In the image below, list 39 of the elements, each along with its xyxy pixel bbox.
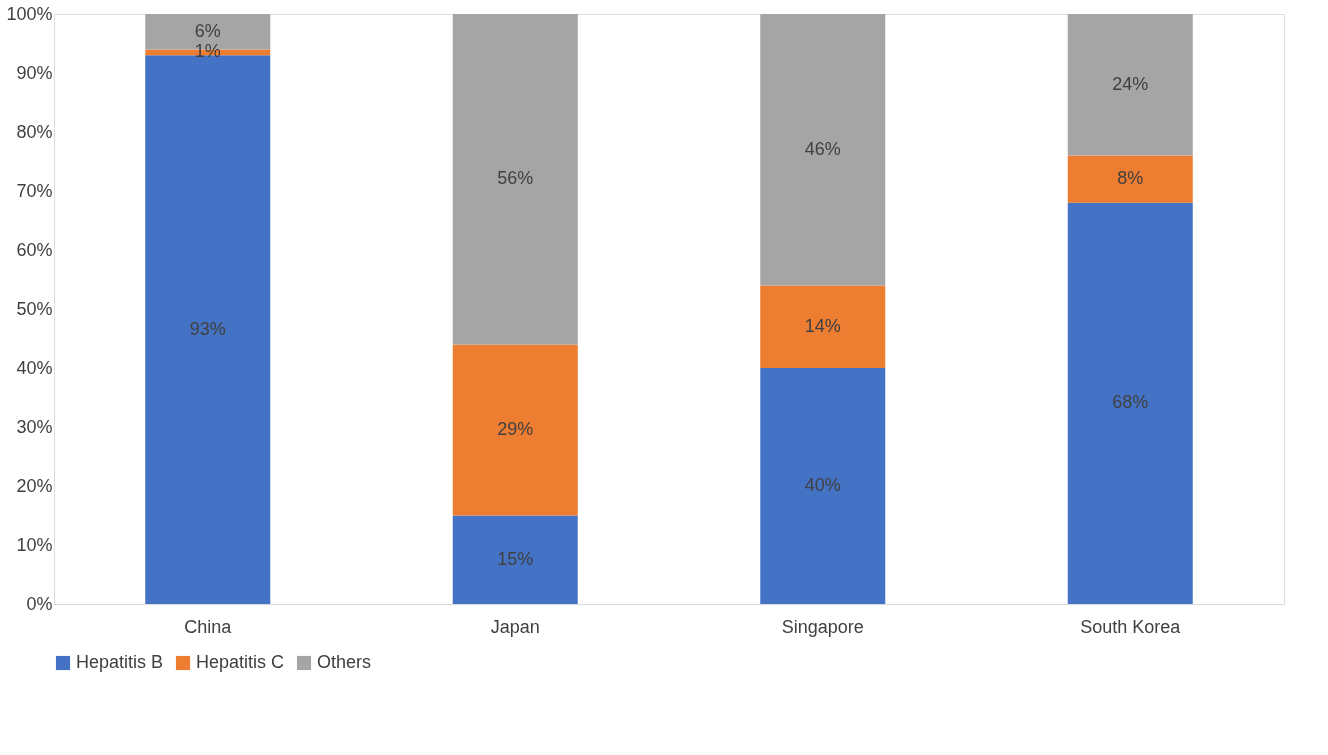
bar	[1067, 202, 1193, 604]
bar	[760, 285, 886, 368]
y-tick-label: 40%	[16, 357, 53, 378]
y-tick-label: 100%	[6, 3, 53, 24]
data-label: 24%	[1112, 73, 1149, 94]
x-tick-label: China	[184, 616, 233, 637]
bar	[760, 368, 886, 604]
data-label: 29%	[497, 418, 534, 439]
y-tick-label: 30%	[16, 416, 53, 437]
y-tick-label: 60%	[16, 239, 53, 260]
data-label: 15%	[497, 548, 534, 569]
x-tick-label: Singapore	[781, 616, 864, 637]
data-label: 6%	[194, 20, 221, 41]
y-tick-label: 50%	[16, 298, 53, 319]
y-tick-label: 20%	[16, 475, 53, 496]
x-tick-label: South Korea	[1080, 616, 1182, 637]
legend-label: Hepatitis B	[76, 652, 164, 672]
y-tick-label: 90%	[16, 62, 53, 83]
y-tick-label: 70%	[16, 180, 53, 201]
data-label: 68%	[1112, 392, 1149, 413]
data-label: 8%	[1117, 168, 1144, 189]
legend-label: Hepatitis C	[196, 652, 285, 672]
bar	[760, 14, 886, 286]
data-label: 93%	[189, 318, 226, 339]
bar	[452, 515, 578, 604]
bar	[452, 14, 578, 345]
bar	[145, 55, 271, 604]
data-label: 56%	[497, 168, 534, 189]
data-label: 46%	[804, 138, 841, 159]
legend-label: Others	[317, 652, 372, 672]
y-tick-label: 0%	[26, 593, 53, 614]
bar	[1067, 14, 1193, 156]
data-label: 40%	[804, 475, 841, 495]
y-tick-label: 10%	[16, 534, 53, 555]
bar	[1067, 155, 1193, 203]
y-tick-label: 80%	[16, 121, 53, 142]
data-label: 14%	[804, 315, 841, 336]
x-tick-label: Japan	[490, 616, 540, 637]
bar	[452, 344, 578, 516]
